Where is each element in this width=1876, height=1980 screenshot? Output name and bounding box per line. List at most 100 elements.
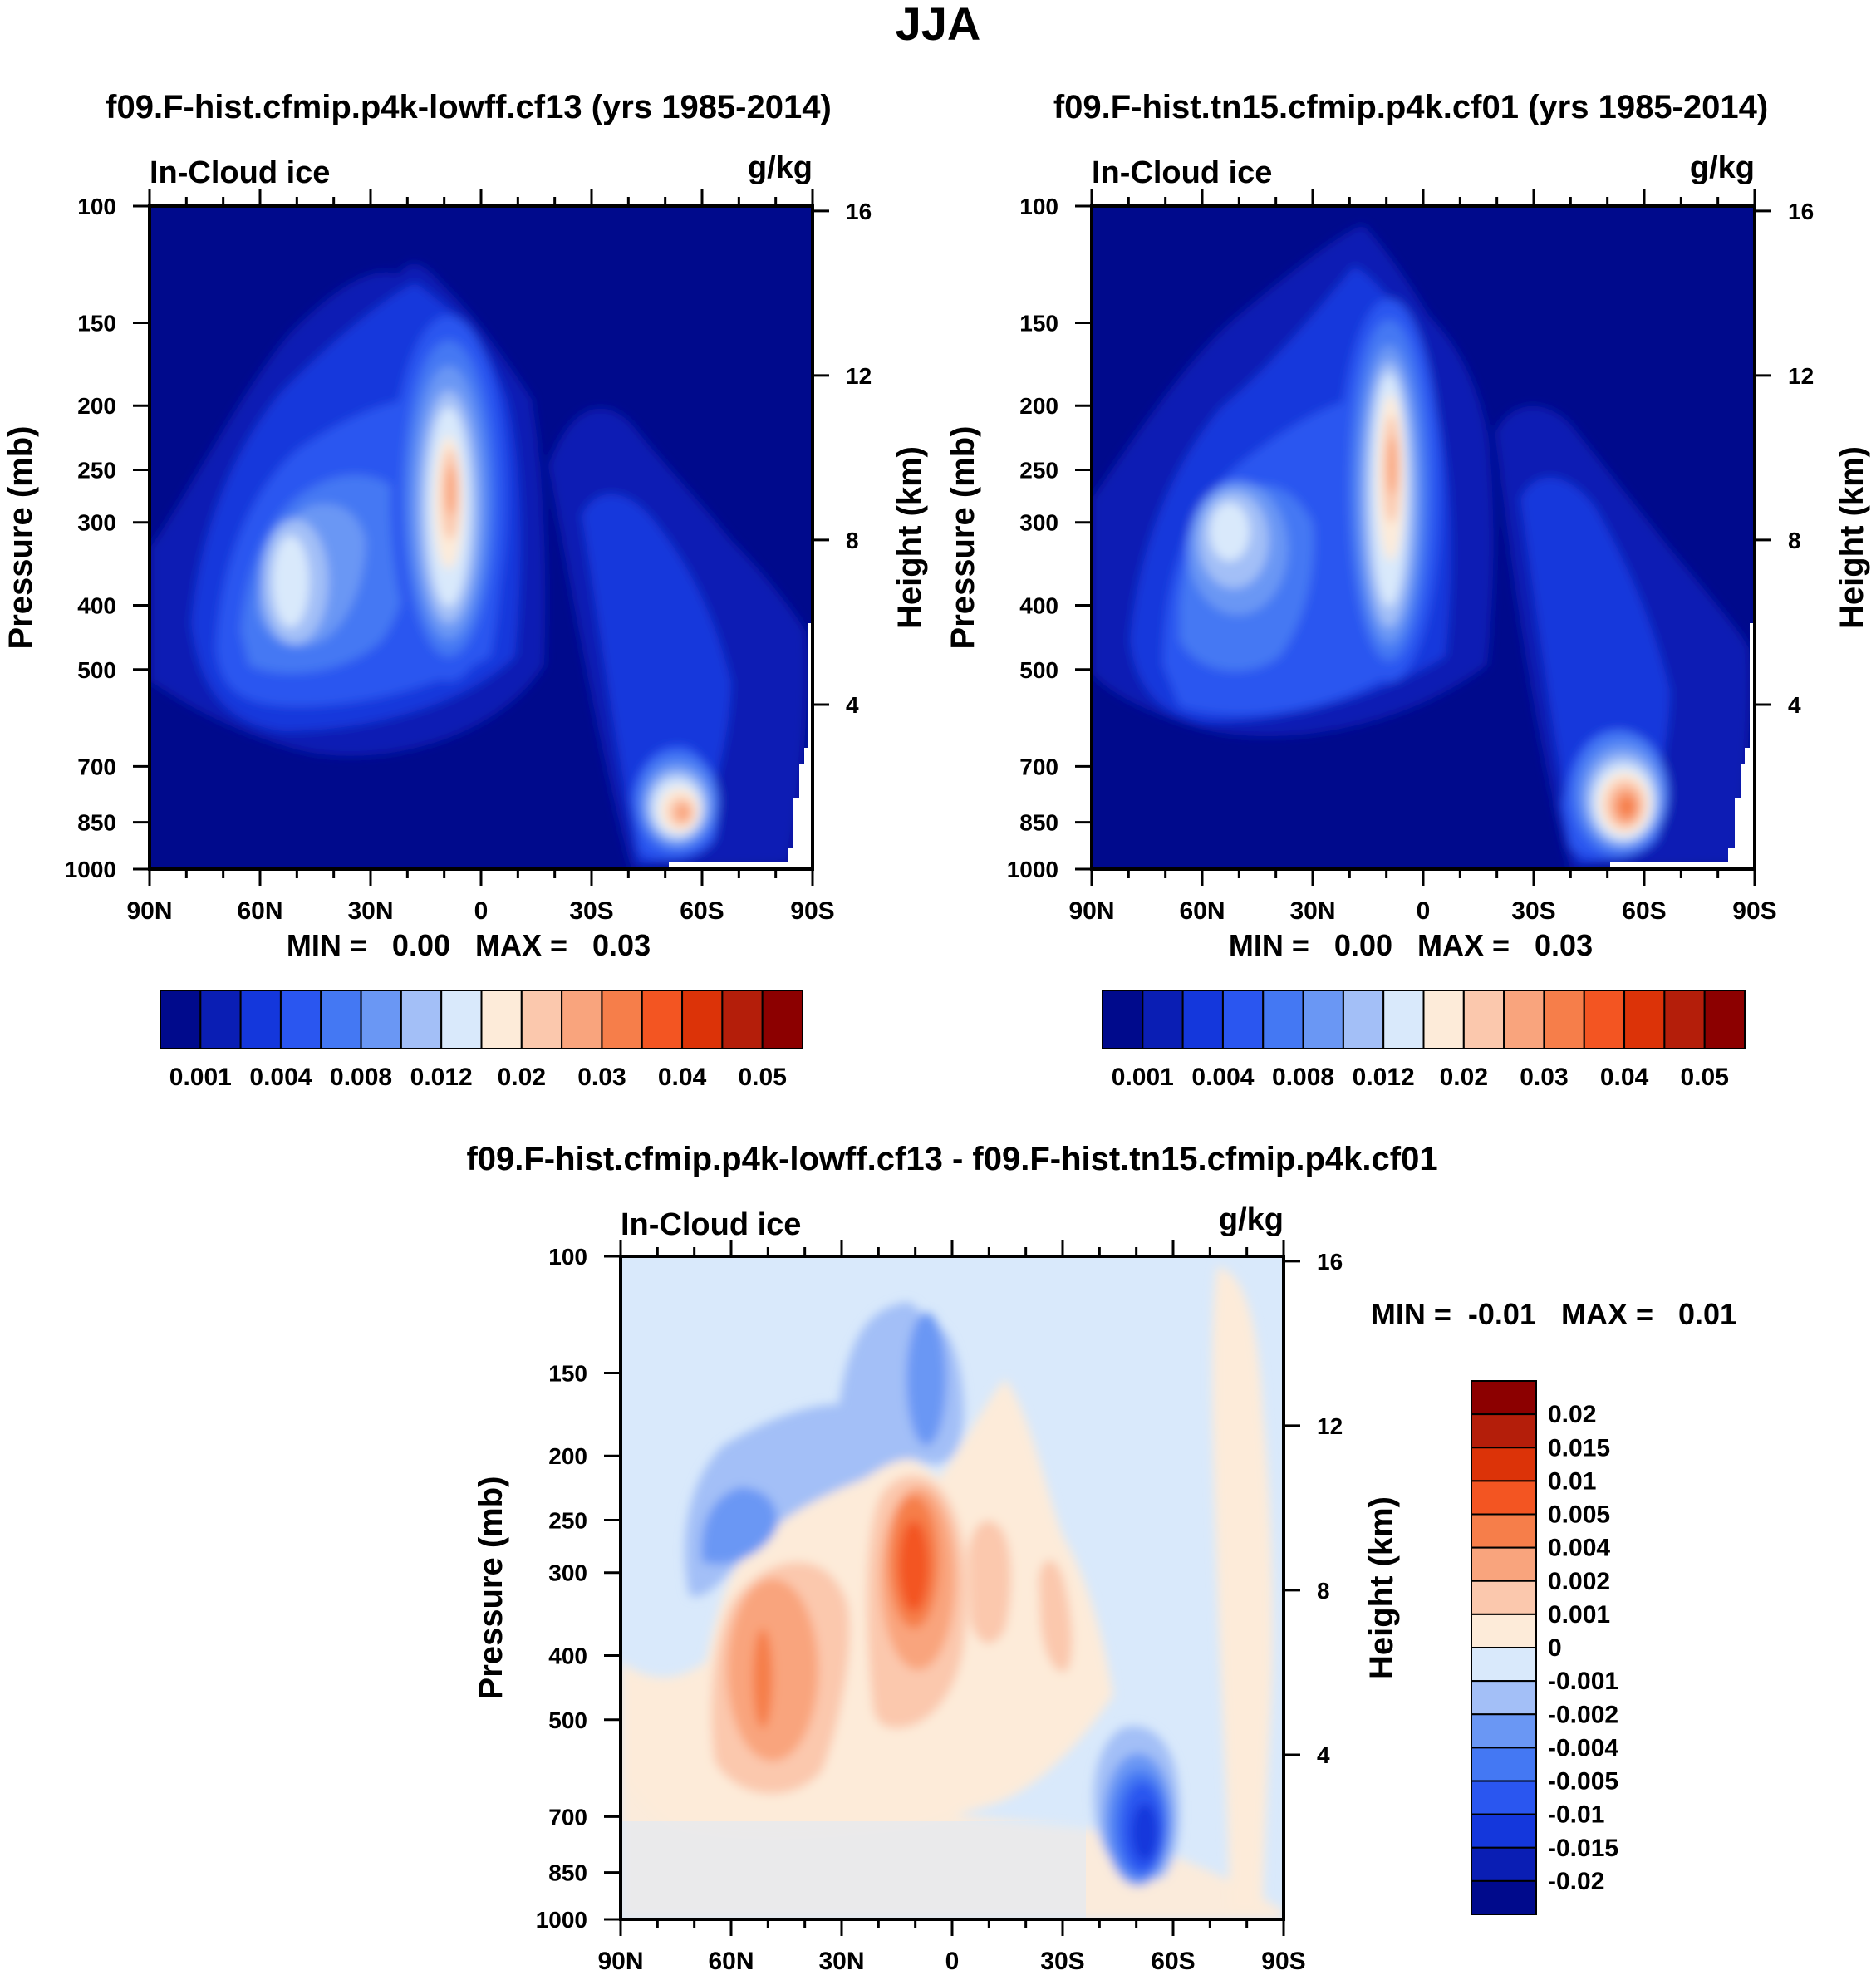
panel-b-colorbar-box [1102,990,1144,1049]
panel-b-xtick-label: 0 [1417,897,1431,925]
panel-b-colorbar-box [1462,990,1505,1049]
panel-c-colorbar-box [1471,1713,1537,1749]
panel-c-ytick-right-label: 12 [1317,1413,1343,1439]
panel-c-xtick-label: 30S [1040,1948,1084,1975]
panel-a-title: f09.F-hist.cfmip.p4k-lowff.cf13 (yrs 198… [106,89,832,125]
panel-c-ytick-right-label: 16 [1317,1249,1343,1275]
panel-c-colorbar-label: 0.015 [1548,1434,1610,1462]
panel-a-xtick-label: 90N [126,897,172,925]
panel-b-ylabel-right: Height (km) [1834,446,1870,629]
panel-c-colorbar-box [1471,1780,1537,1815]
panel-b-colorbar-box [1663,990,1706,1049]
panel-b-xtick-label: 30S [1511,897,1555,925]
panel-c-colorbar: 0.02 0.015 0.01 0.005 0.004 0.002 0.001 0 -0.001… [1471,1380,1618,1915]
panel-c-colorbar-label: -0.005 [1548,1768,1618,1796]
panel-c-colorbar-box [1471,1546,1537,1582]
panel-c-xtick-label: 30N [818,1948,864,1975]
panel-a-plot-area [150,206,813,869]
panel-c-xtick-label: 60S [1151,1948,1195,1975]
panel-b-left-string: In-Cloud ice [1092,155,1272,190]
panel-a-colorbar-box [520,990,563,1049]
panel-c: f09.F-hist.cfmip.p4k-lowff.cf13 - f09.F-… [466,1141,1736,1975]
panel-c-positive-level-3 [727,1579,818,1761]
panel-a-colorbar-box [480,990,523,1049]
panel-c-colorbar-box [1471,1580,1537,1615]
panel-c-colorbar-label: 0.002 [1548,1568,1610,1595]
panel-c-xtick-label: 90N [597,1948,643,1975]
panel-c-ylabel: Pressure (mb) [473,1476,509,1700]
panel-a-colorbar-label: 0.012 [410,1064,473,1091]
panel-c-negative-level-2b [906,1313,946,1446]
panel-a-colorbar-box [601,990,643,1049]
panel-a-ytick-label: 200 [77,393,116,419]
panel-b-ytick-label: 100 [1019,194,1058,219]
panel-b-ytick-right-label: 8 [1788,528,1801,553]
panel-b-eq-level-10 [1387,436,1397,494]
panel-a-ytick-right-label: 16 [846,199,872,224]
panel-c-ytick-label: 150 [548,1361,587,1387]
panel-a-ytick-right-label: 12 [846,363,872,389]
panel-c-ytick-label: 500 [548,1707,587,1733]
panel-b-colorbar-label: 0.03 [1520,1064,1568,1091]
panel-b: f09.F-hist.tn15.cfmip.p4k.cf01 (yrs 1985… [945,89,1870,1091]
panel-a-ytick-label: 400 [77,592,116,618]
panel-c-negative-sh-level-5 [1132,1803,1158,1861]
panel-c-colorbar-label: -0.015 [1548,1835,1618,1862]
panel-c-positive-polar [1212,1267,1273,1911]
panel-c-positive-level-2c [968,1521,1011,1644]
panel-b-colorbar-label: 0.004 [1191,1064,1254,1091]
panel-a-colorbar-label: 0.05 [738,1064,786,1091]
panel-c-ytick-label: 1000 [536,1907,587,1933]
panel-b-sh-level-11 [1618,796,1635,818]
panel-b-contour-level-7 [1210,503,1250,561]
panel-a-xtick-label: 60N [237,897,282,925]
panel-b-xtick-label: 90S [1732,897,1776,925]
panel-c-right-string: g/kg [1219,1202,1284,1237]
panel-b-ytick-label: 150 [1019,311,1058,337]
panel-b-xtick-label: 90N [1068,897,1114,925]
panel-b-colorbar-box [1342,990,1385,1049]
panel-a-colorbar-label: 0.004 [249,1064,312,1091]
panel-c-positive-level-5 [899,1521,929,1612]
panel-b-ytick-right-label: 12 [1788,363,1814,389]
panel-c-xtick-label: 90S [1261,1948,1305,1975]
panel-c-title: f09.F-hist.cfmip.p4k-lowff.cf13 - f09.F-… [466,1141,1437,1177]
panel-a-colorbar-box [761,990,803,1049]
panel-a-ytick-label: 150 [77,311,116,337]
panel-a-colorbar-box [239,990,282,1049]
panel-c-colorbar-label: 0.01 [1548,1467,1596,1495]
panel-c-colorbar-box [1471,1747,1537,1782]
panel-b-ytick-label: 700 [1019,754,1058,779]
panel-a-colorbar-box [320,990,362,1049]
panel-c-near-surface-band [621,1821,1086,1919]
panel-a-ytick-label: 1000 [65,857,116,882]
figure-title: JJA [896,0,981,50]
panel-a-colorbar-box [641,990,684,1049]
panel-b-colorbar-box [1503,990,1545,1049]
panel-b-colorbar-box [1583,990,1626,1049]
panel-b-colorbar-box [1262,990,1304,1049]
panel-b-xtick-label: 30N [1289,897,1335,925]
panel-b-terrain-mask [1610,623,1755,869]
panel-c-colorbar-box [1471,1613,1537,1648]
panel-a-ytick-right-label: 4 [846,692,859,718]
panel-b-title: f09.F-hist.tn15.cfmip.p4k.cf01 (yrs 1985… [1053,89,1768,125]
panel-c-ytick-label: 200 [548,1443,587,1469]
panel-b-colorbar-label: 0.001 [1112,1064,1174,1091]
panel-a-right-string: g/kg [748,150,813,185]
panel-c-colorbar-label: -0.004 [1548,1734,1618,1761]
panel-a-ytick-label: 300 [77,510,116,536]
panel-a-colorbar: 0.001 0.004 0.008 0.012 0.02 0.03 0.04 0.05 [160,990,803,1091]
panel-c-colorbar-label: 0.02 [1548,1401,1596,1428]
panel-c-positive-level-4b [753,1629,773,1728]
panel-a-ytick-label: 700 [77,754,116,779]
panel-a-colorbar-box [440,990,483,1049]
panel-b-colorbar-box [1543,990,1585,1049]
panel-c-ytick-label: 700 [548,1804,587,1830]
panel-c-stats: MIN = -0.01 MAX = 0.01 [1371,1297,1736,1331]
panel-c-ytick-label: 400 [548,1643,587,1668]
panel-b-colorbar-box [1623,990,1666,1049]
panel-a-colorbar-label: 0.04 [658,1064,707,1091]
panel-b-ytick-label: 500 [1019,657,1058,683]
